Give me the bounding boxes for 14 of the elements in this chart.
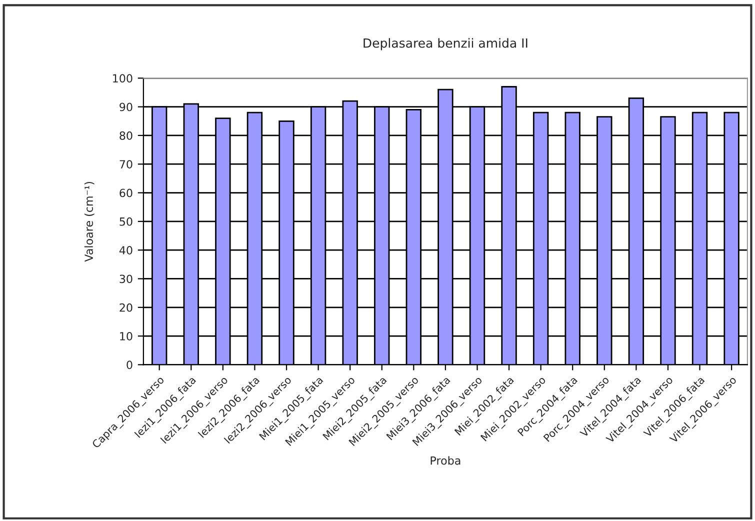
y-tick-label: 20 — [120, 303, 132, 312]
y-tick-label: 10 — [120, 332, 132, 340]
y-tick-label: 70 — [120, 160, 132, 168]
y-tick-label: 40 — [119, 246, 132, 254]
y-tick-label: 100 — [113, 74, 132, 83]
y-tick-label: 30 — [120, 274, 132, 284]
y-axis-title: Valoare (cm⁻¹) — [84, 182, 94, 262]
x-axis-title: Proba — [430, 456, 460, 465]
y-tick-label: 90 — [120, 102, 132, 112]
chart-title: Deplasarea benzii amida II — [364, 38, 528, 50]
y-tick-label: 80 — [120, 131, 132, 140]
y-tick-label: 50 — [120, 217, 132, 226]
y-tick-label: 60 — [120, 188, 132, 198]
y-tick-label: 0 — [126, 360, 132, 370]
